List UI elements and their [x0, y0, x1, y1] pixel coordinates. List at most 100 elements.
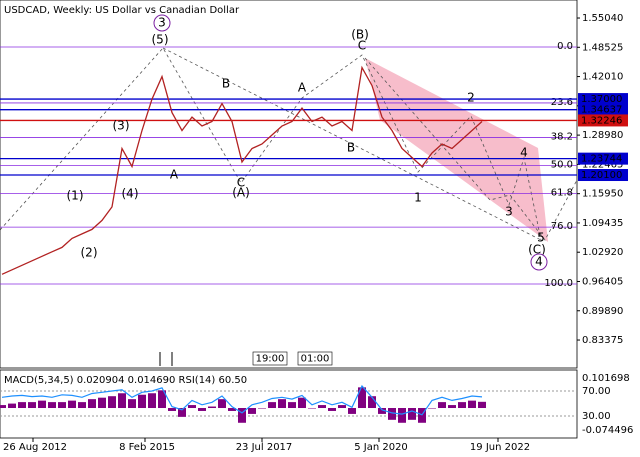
x-tick-label: 5 Jan 2020: [354, 442, 408, 453]
wave-label: (C): [528, 243, 546, 257]
fib-label: 23.6: [551, 97, 573, 108]
macd-bar: [348, 408, 356, 414]
fib-label: 76.0: [551, 221, 573, 232]
time-label: 19:00: [256, 354, 285, 365]
macd-bar: [38, 400, 46, 409]
level-label: 1.34637: [581, 105, 622, 116]
y-tick-label: 1.09435: [582, 218, 623, 229]
y-tick-label: 0.89890: [582, 306, 623, 317]
x-tick-label: 8 Feb 2015: [119, 442, 175, 453]
y-tick-label: 1.55040: [582, 13, 623, 24]
macd-bar: [398, 408, 406, 423]
y-tick-label: 1.42010: [582, 72, 623, 83]
level-label: 1.37000: [581, 94, 622, 105]
level-box: [578, 103, 628, 116]
macd-bar: [8, 403, 16, 409]
fib-label: 50.0: [551, 160, 573, 171]
indicator-title: MACD(5,34,5) 0.020904 0.014690 RSI(14) 6…: [4, 375, 247, 386]
fib-label: 0.0: [557, 41, 573, 52]
macd-bar: [458, 402, 466, 409]
wave-label: C: [358, 39, 366, 53]
macd-bar: [358, 387, 366, 409]
y-tick-label: 1.15950: [582, 189, 623, 200]
time-label: 01:00: [301, 354, 330, 365]
macd-bar: [428, 408, 436, 409]
plot-frame: [0, 0, 578, 369]
level-label: 1.23744: [581, 154, 622, 165]
y-tick-label: 0.96405: [582, 276, 623, 287]
wave-label: A: [170, 168, 179, 182]
macd-bar: [118, 393, 126, 409]
indicator-frame: [0, 369, 578, 439]
fib-label: 61.8: [551, 187, 573, 198]
level-box: [578, 152, 628, 165]
macd-bar: [298, 397, 306, 409]
wave-label: C: [237, 176, 245, 190]
wave-label: B: [222, 77, 230, 91]
wave-label: 3: [158, 16, 166, 30]
level-label: 1.20100: [581, 170, 622, 181]
macd-bar: [98, 397, 106, 409]
macd-bar: [448, 405, 456, 409]
wave-label: (2): [81, 246, 98, 260]
fib-label: 100.0: [544, 278, 573, 289]
macd-bar: [128, 399, 136, 409]
y-tick-label: 1.22465: [582, 159, 623, 170]
macd-bar: [318, 405, 326, 409]
wave-label: (1): [67, 189, 84, 203]
macd-bar: [138, 394, 146, 409]
level-box: [578, 169, 628, 182]
wave-label: (A): [232, 186, 250, 200]
wave-lines: [0, 47, 578, 241]
macd-bar: [108, 396, 116, 409]
time-box: [252, 351, 288, 366]
wave-label: 1: [414, 191, 422, 205]
macd-bar: [58, 402, 66, 409]
macd-bar: [0, 405, 6, 409]
macd-bar: [338, 405, 346, 409]
wave-label: 5: [537, 231, 545, 245]
wave-label: 4: [520, 146, 528, 160]
rsi-line: [1, 384, 483, 416]
macd-bar: [288, 402, 296, 409]
price-line: [1, 65, 483, 275]
wave-label: 4: [535, 255, 543, 269]
macd-bar: [198, 408, 206, 411]
macd-bar: [438, 402, 446, 409]
macd-bar: [478, 401, 486, 409]
level-box: [578, 93, 628, 106]
wave-circle: [530, 253, 548, 271]
wave-label: 2: [467, 91, 475, 105]
macd-bar: [468, 400, 476, 409]
macd-bar: [28, 402, 36, 409]
x-tick-label: 23 Jul 2017: [236, 442, 293, 453]
macd-bar: [158, 390, 166, 409]
wave-label: (B): [351, 28, 369, 42]
y-tick-label: 0.83375: [582, 335, 623, 346]
macd-bar: [328, 408, 336, 411]
y2-tick-label: 70.00: [582, 386, 611, 397]
macd-bar: [78, 402, 86, 409]
wave-label: 3: [505, 205, 513, 219]
macd-bar: [208, 406, 216, 409]
macd-bar: [368, 396, 376, 409]
y-tick-label: 0.101698: [582, 373, 630, 384]
channel: [365, 58, 548, 242]
chart-title: USDCAD, Weekly: US Dollar vs Canadian Do…: [4, 5, 240, 16]
wave-label: (3): [113, 119, 130, 133]
macd-bar: [408, 408, 416, 420]
y-tick-label: 1.02920: [582, 247, 623, 258]
wave-label: (4): [122, 187, 139, 201]
macd-bar: [188, 405, 196, 409]
macd-bar: [48, 402, 56, 409]
y-tick-label: 1.28980: [582, 130, 623, 141]
macd-bar: [278, 399, 286, 409]
wave-label: A: [298, 81, 307, 95]
macd-bar: [18, 402, 26, 409]
x-tick-label: 26 Aug 2012: [3, 442, 67, 453]
macd-bar: [168, 408, 176, 411]
macd-bar: [178, 408, 186, 417]
level-label: 1.32246: [581, 115, 622, 126]
macd-bar: [238, 408, 246, 423]
